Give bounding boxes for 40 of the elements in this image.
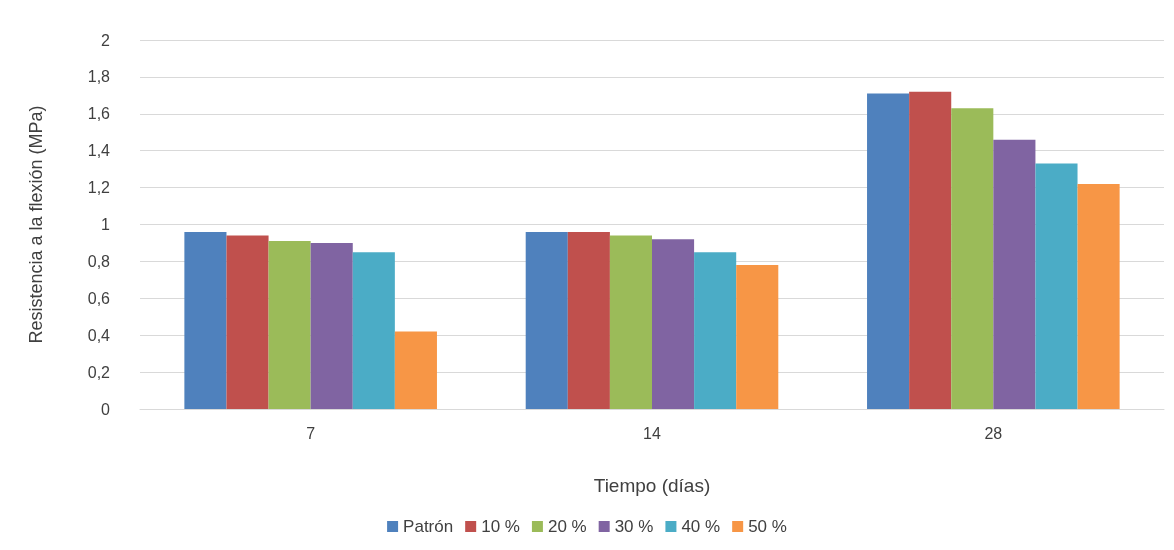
bar [993,139,1036,409]
bar [1035,163,1078,409]
bar [609,235,652,409]
y-tick-label: 0,8 [87,252,111,270]
bar [310,242,353,409]
bar [736,265,779,409]
bar [525,231,568,409]
bar [1077,183,1120,409]
bar [652,239,695,409]
x-tick-label: 14 [643,424,661,442]
bar [394,331,437,409]
legend-label: 30 % [614,517,654,536]
bar [184,231,227,409]
y-tick-label: 0,2 [87,363,111,381]
x-tick-label: 7 [306,424,316,442]
bar [226,235,269,409]
y-tick-label: 2 [101,31,111,49]
y-tick-label: 0 [101,400,111,418]
y-tick-label: 1,8 [87,68,111,86]
y-tick-label: 1,6 [87,105,111,123]
bar [268,241,311,409]
legend-label: 50 % [748,517,787,536]
y-tick-label: 0,6 [87,289,111,307]
y-tick-label: 0,4 [87,326,111,344]
bar [951,108,994,409]
x-tick-label: 28 [984,424,1003,442]
bar [867,93,910,409]
legend-label: 20 % [547,517,587,536]
legend-label: 40 % [681,517,721,536]
y-tick-label: 1,2 [87,179,111,197]
bar [694,252,737,409]
bar [567,231,610,409]
bar [352,252,395,409]
y-tick-label: 1 [101,216,111,233]
legend-label: Patrón [403,517,454,536]
legend-label: 10 % [481,517,520,536]
bar [909,91,952,409]
y-tick-label: 1,4 [87,142,111,160]
x-axis-title: Tiempo (días) [593,475,711,496]
y-axis-title: Resistencia a la flexión (MPa) [26,105,46,344]
